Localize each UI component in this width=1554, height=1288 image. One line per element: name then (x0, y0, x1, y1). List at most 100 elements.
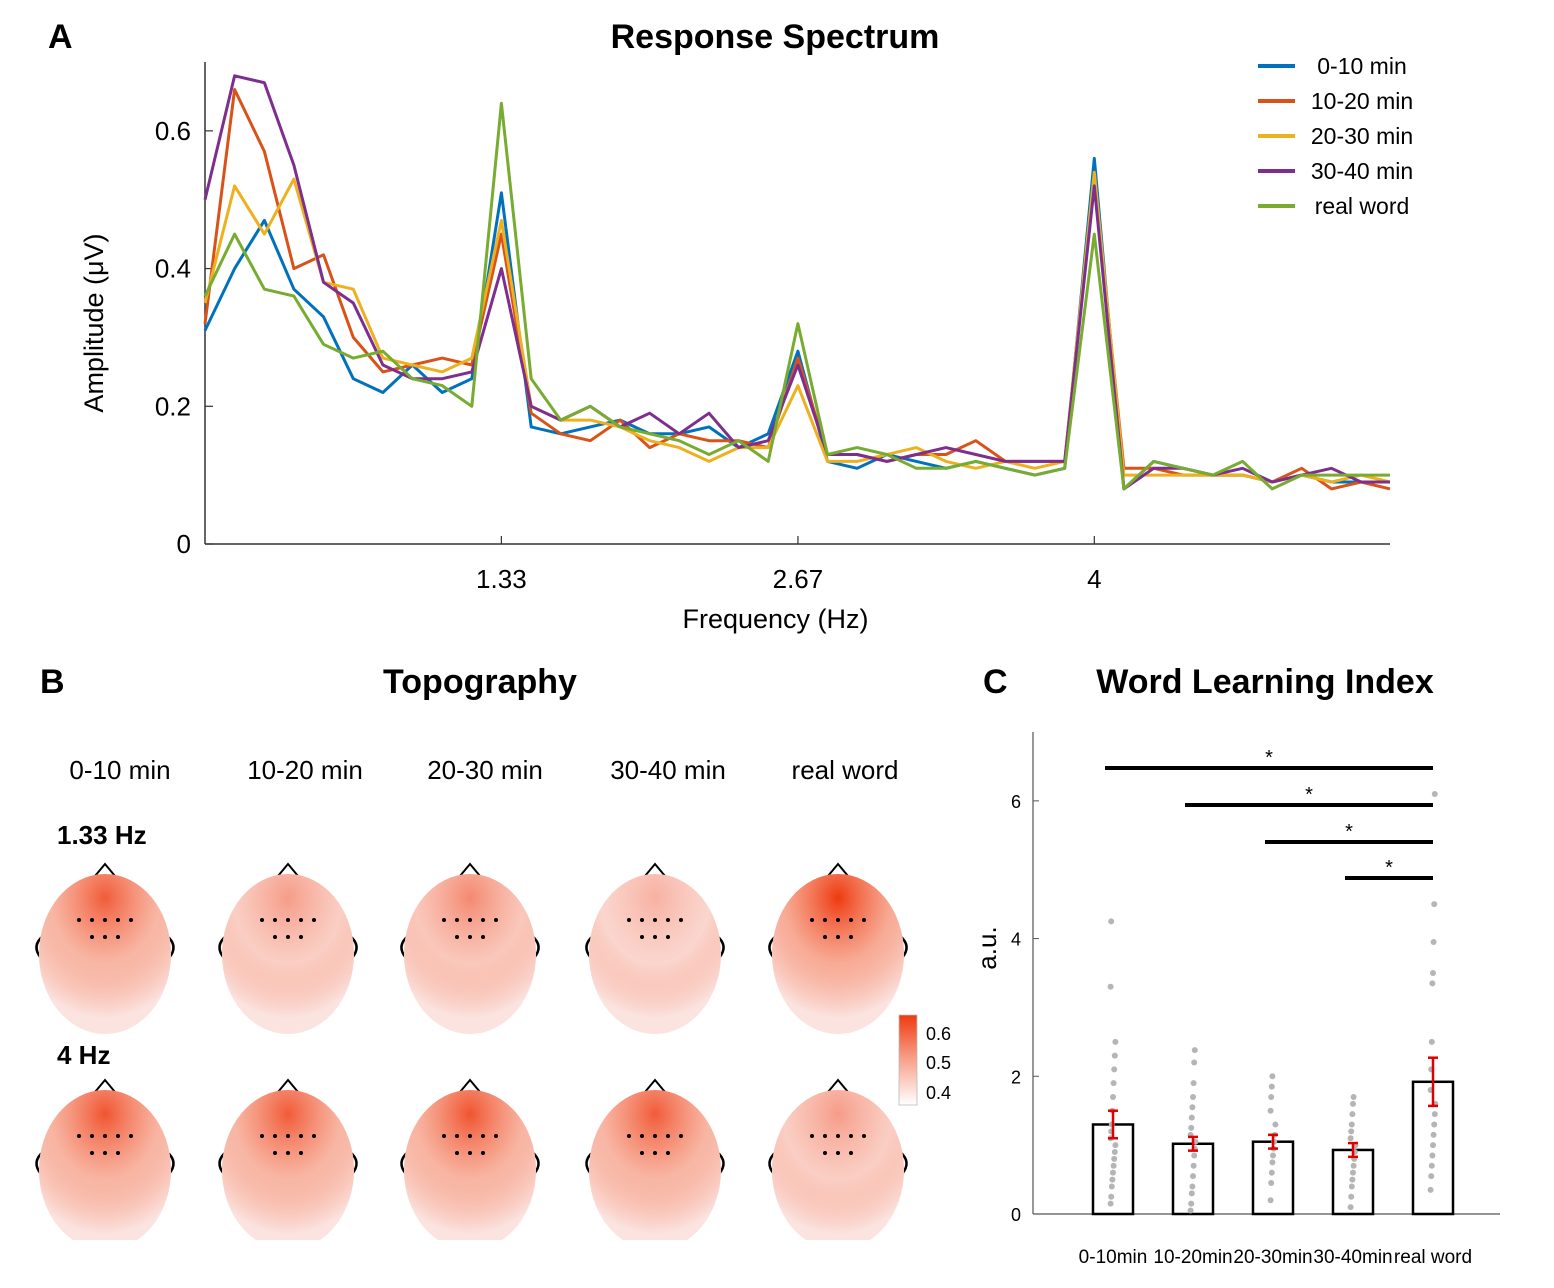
y-axis-label: Amplitude (μV) (79, 233, 109, 412)
data-point (1350, 1100, 1356, 1107)
data-point (1431, 1111, 1438, 1118)
topo-head (400, 1078, 540, 1240)
data-point (1188, 1114, 1195, 1121)
topo-row-label: 1.33 Hz (57, 820, 147, 850)
significance-star: * (1305, 784, 1313, 806)
data-point (1268, 1083, 1275, 1090)
data-point (1267, 1107, 1274, 1114)
panel-c-title: Word Learning Index (1096, 663, 1434, 701)
data-point (1111, 1149, 1118, 1156)
data-point (1110, 1162, 1117, 1169)
data-point (1107, 983, 1114, 990)
topo-column-label: real word (791, 755, 899, 785)
data-point (1188, 1200, 1195, 1207)
significance-star: * (1385, 857, 1393, 879)
data-point (1272, 1121, 1279, 1128)
topo-column-label: 0-10 min (69, 755, 171, 785)
legend-label: real word (1315, 193, 1410, 219)
data-point (1111, 1155, 1118, 1162)
data-point (1348, 1121, 1355, 1128)
x-tick-label: 2.67 (773, 564, 824, 594)
data-point (1110, 1169, 1116, 1176)
x-tick-label: 20-30min (1233, 1247, 1312, 1268)
data-point (1268, 1180, 1275, 1187)
data-point (1107, 1200, 1114, 1207)
data-point (1428, 1162, 1435, 1169)
data-point (1108, 1193, 1115, 1200)
topography-maps: 0.6 0.5 0.4 (35, 862, 951, 1240)
data-point (1428, 1038, 1435, 1045)
significance-star: * (1265, 747, 1273, 769)
y-tick-label: 4 (1011, 930, 1021, 950)
topo-row-label: 4 Hz (57, 1040, 111, 1070)
legend-label: 10-20 min (1311, 88, 1413, 114)
series-line (203, 170, 1391, 484)
panel-b-letter: B (40, 663, 65, 701)
data-point (1347, 1204, 1354, 1211)
data-point (1430, 1131, 1437, 1138)
data-point (1431, 901, 1438, 908)
data-point (1427, 1186, 1434, 1193)
data-point (1111, 1066, 1118, 1073)
y-tick-label: 2 (1011, 1067, 1021, 1087)
data-point (1190, 1093, 1196, 1100)
topo-head (35, 862, 175, 1034)
data-point (1430, 939, 1437, 946)
y-tick-label: 0 (177, 529, 191, 559)
data-point (1112, 1142, 1119, 1149)
data-point (1349, 1176, 1356, 1183)
data-point (1270, 1152, 1276, 1159)
data-point (1110, 1080, 1117, 1087)
word-learning-chart: 0 2 4 6 a.u. 0-10min 10-20min 20-30min 30-40min r… (972, 732, 1500, 1268)
data-point (1189, 1104, 1196, 1111)
data-point (1190, 1080, 1197, 1087)
data-point (1431, 790, 1438, 797)
data-point (1348, 1128, 1355, 1135)
data-point (1429, 980, 1436, 987)
data-point (1191, 1047, 1198, 1054)
colorbar-tick-label: 0.4 (926, 1083, 951, 1103)
legend-label: 20-30 min (1311, 123, 1413, 149)
x-axis-label: Frequency (Hz) (682, 604, 868, 634)
spectrum-legend: 0-10 min 10-20 min 20-30 min 30-40 min real … (1258, 53, 1413, 219)
data-point (1191, 1152, 1198, 1159)
data-point (1187, 1207, 1194, 1214)
data-point (1430, 970, 1436, 976)
x-tick-label: 4 (1087, 564, 1101, 594)
y-tick-label: 0.2 (155, 391, 191, 421)
y-tick-label: 6 (1011, 792, 1021, 812)
data-point (1267, 1197, 1274, 1204)
data-point (1190, 1162, 1197, 1169)
data-point (1430, 1142, 1436, 1149)
y-tick-label: 0.4 (155, 254, 191, 284)
x-tick-label: 10-20min (1153, 1247, 1232, 1268)
data-point (1108, 918, 1115, 925)
spectrum-series (203, 74, 1391, 491)
y-axis-label: a.u. (972, 926, 1002, 969)
topo-column-label: 30-40 min (610, 755, 726, 785)
data-point (1349, 1111, 1356, 1118)
data-point (1350, 1093, 1357, 1100)
data-point (1109, 1176, 1116, 1183)
series-line (203, 101, 1390, 491)
series-line (203, 74, 1390, 491)
data-point (1191, 1059, 1198, 1066)
data-point (1108, 1183, 1115, 1190)
data-point (1110, 1093, 1116, 1100)
data-point (1348, 1193, 1355, 1200)
legend-label: 0-10 min (1317, 53, 1406, 79)
data-point (1429, 1152, 1436, 1159)
colorbar-tick-label: 0.6 (926, 1024, 951, 1044)
x-tick-label: 30-40min (1313, 1247, 1392, 1268)
panel-a-letter: A (48, 18, 73, 56)
topo-head (768, 862, 908, 1034)
series-line (203, 88, 1391, 491)
x-tick-label: 0-10min (1079, 1247, 1148, 1268)
colorbar: 0.6 0.5 0.4 (898, 1014, 951, 1106)
topo-head (585, 862, 725, 1034)
data-point (1350, 1169, 1356, 1176)
topo-head (218, 862, 358, 1034)
data-point (1431, 1121, 1438, 1128)
data-point (1348, 1183, 1355, 1190)
significance-star: * (1345, 821, 1353, 843)
